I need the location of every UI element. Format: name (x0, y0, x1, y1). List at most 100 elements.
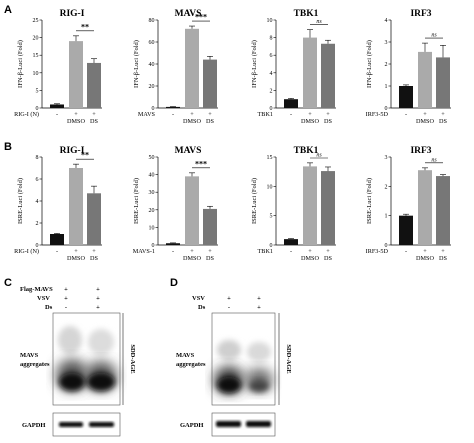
chart-a-tbk1-ytick-label: 2 (270, 88, 273, 94)
chart-b-rigi-category-label: DS (90, 255, 98, 262)
chart-b-mavs-bar (203, 208, 217, 245)
chart-b-mavs-construct-label: MAVS-1 (133, 248, 155, 255)
chart-a-rigi-ytick-label: 15 (33, 53, 39, 59)
chart-b-mavs-title: MAVS (175, 146, 202, 156)
chart-a-rigi-title: RIG-I (60, 9, 85, 19)
chart-b-rigi: RIG-I ISRE-Luci (Fold) 0 2 4 6 8 ** RIG-I (N) - + +… (14, 146, 102, 262)
chart-a-rigi-bar (50, 104, 64, 108)
blot-d-row-ds-lane1: - (228, 304, 230, 311)
chart-a-tbk1-ytick-label: 4 (270, 71, 273, 77)
chart-b-irf3-category-label: DMSO (416, 255, 434, 262)
chart-b-tbk1-construct-mark: - (290, 248, 292, 255)
chart-a-rigi-bar (87, 62, 101, 108)
chart-b-rigi-construct-label: RIG-I (N) (14, 248, 39, 255)
chart-b-tbk1-bar (284, 239, 298, 245)
chart-b-rigi-bar (50, 234, 64, 245)
chart-a-tbk1-category-label: DS (324, 118, 332, 125)
chart-a-tbk1-sig-label: ns (316, 19, 322, 25)
blot-c-side-label: SDD-AGE (129, 344, 136, 373)
chart-a-rigi-construct-mark: + (92, 111, 96, 118)
chart-b-rigi-bar (69, 168, 83, 245)
chart-a-tbk1-bar (284, 99, 298, 108)
blot-c-band-label-1: MAVS (20, 352, 39, 359)
blot-d-gapdh-band-1 (216, 421, 241, 427)
chart-a-rigi-bar (69, 41, 83, 109)
chart-b-irf3-ytick-label: 3 (385, 155, 388, 161)
chart-b-rigi-ytick-label: 4 (36, 199, 39, 205)
chart-b-irf3-category-label: DS (439, 255, 447, 262)
chart-a-tbk1-construct-label: TBK1 (258, 111, 273, 118)
chart-b-mavs-ytick-label: 50 (149, 155, 155, 161)
panel-letter-c: C (4, 277, 12, 289)
chart-a-tbk1-bar (321, 43, 335, 109)
chart-b-irf3-bar (436, 176, 450, 245)
chart-a-irf3-category-label: DS (439, 118, 447, 125)
chart-a-mavs-construct-mark: + (208, 111, 212, 118)
chart-b-tbk1-construct-mark: + (308, 248, 312, 255)
chart-a-mavs-bar (185, 28, 199, 108)
chart-a-mavs-ytick-label: 80 (149, 18, 155, 24)
chart-b-tbk1-ylabel: ISRE-Luci (Fold) (251, 178, 258, 224)
chart-a-rigi-ytick-label: 10 (33, 71, 39, 77)
blot-d-row-label-ds: Ds (198, 304, 206, 311)
blot-c-smear (56, 326, 117, 391)
chart-a-mavs-bar (203, 59, 217, 108)
chart-b-tbk1-bar (321, 171, 335, 245)
chart-b-irf3-ytick-label: 1 (385, 214, 388, 220)
panel-letter-d: D (170, 277, 178, 289)
chart-a-irf3-ytick-label: 2 (385, 62, 388, 68)
chart-a-rigi-construct-mark: - (56, 111, 58, 118)
chart-a-mavs-category-label: DS (206, 118, 214, 125)
chart-b-irf3-ytick-label: 2 (385, 184, 388, 190)
chart-b-mavs-sig-label: *** (195, 159, 207, 168)
chart-b-tbk1-category-label: DMSO (301, 255, 319, 262)
blot-c-row-vsv-lane2: + (96, 295, 100, 302)
chart-b-irf3-title: IRF3 (410, 146, 431, 156)
chart-b-rigi-construct-mark: + (92, 248, 96, 255)
chart-a-tbk1-bar (303, 37, 317, 108)
blot-d-row-ds-lane2: + (257, 304, 261, 311)
chart-b-rigi-title: RIG-I (60, 146, 85, 156)
chart-b-mavs-bar (166, 243, 180, 245)
chart-a-rigi-construct-label: RIG-I (N) (14, 111, 39, 118)
chart-b-mavs-construct-mark: - (172, 248, 174, 255)
chart-a-rigi-ylabel: IFN-β-Luci (Fold) (17, 40, 24, 88)
chart-b-irf3-ytick-label: 0 (385, 243, 388, 249)
chart-b-tbk1-ytick-label: 5 (270, 214, 273, 220)
chart-b-mavs: MAVS ISRE-Luci (Fold) 0 10 20 30 40 50 *** MAVS-1… (133, 146, 218, 262)
blot-c-row-label-ds: Ds (45, 304, 53, 311)
chart-b-rigi-category-label: DMSO (67, 255, 85, 262)
chart-b-rigi-bar (87, 193, 101, 245)
chart-b-tbk1-ytick-label: 0 (270, 243, 273, 249)
chart-a-tbk1-ytick-label: 0 (270, 106, 273, 112)
chart-b-irf3-construct-mark: + (441, 248, 445, 255)
chart-a-irf3-ylabel: IFN-β-Luci (Fold) (366, 40, 373, 88)
chart-a-rigi-category-label: DS (90, 118, 98, 125)
chart-a-mavs-ylabel: IFN-β-Luci (Fold) (133, 40, 140, 88)
chart-a-irf3-title: IRF3 (410, 9, 431, 19)
chart-a-irf3-bar (399, 86, 413, 108)
chart-a-mavs-ytick-label: 20 (149, 84, 155, 90)
chart-a-rigi-category-label: DMSO (67, 118, 85, 125)
chart-a-mavs-construct-mark: + (190, 111, 194, 118)
chart-b-irf3-construct-mark: - (405, 248, 407, 255)
blot-c-gapdh-band-1 (59, 422, 83, 427)
chart-a-irf3-ytick-label: 0 (385, 106, 388, 112)
chart-b-rigi-sig-label: ** (81, 151, 89, 160)
chart-a-tbk1-title: TBK1 (294, 9, 319, 19)
blot-d-row-label-vsv: VSV (192, 295, 205, 302)
chart-a-rigi-ytick-label: 25 (33, 18, 39, 24)
blot-c-band-label-2: aggregates (20, 361, 50, 368)
chart-b-tbk1-construct-label: TBK1 (258, 248, 273, 255)
chart-b-mavs-ytick-label: 40 (149, 173, 155, 179)
chart-b-mavs-ytick-label: 20 (149, 208, 155, 214)
chart-b-tbk1-ytick-label: 10 (267, 184, 273, 190)
blot-c-membrane (52, 312, 121, 406)
blot-d-smear (214, 340, 273, 394)
chart-b-mavs-bar (185, 176, 199, 245)
panel-letter-a: A (4, 4, 12, 16)
